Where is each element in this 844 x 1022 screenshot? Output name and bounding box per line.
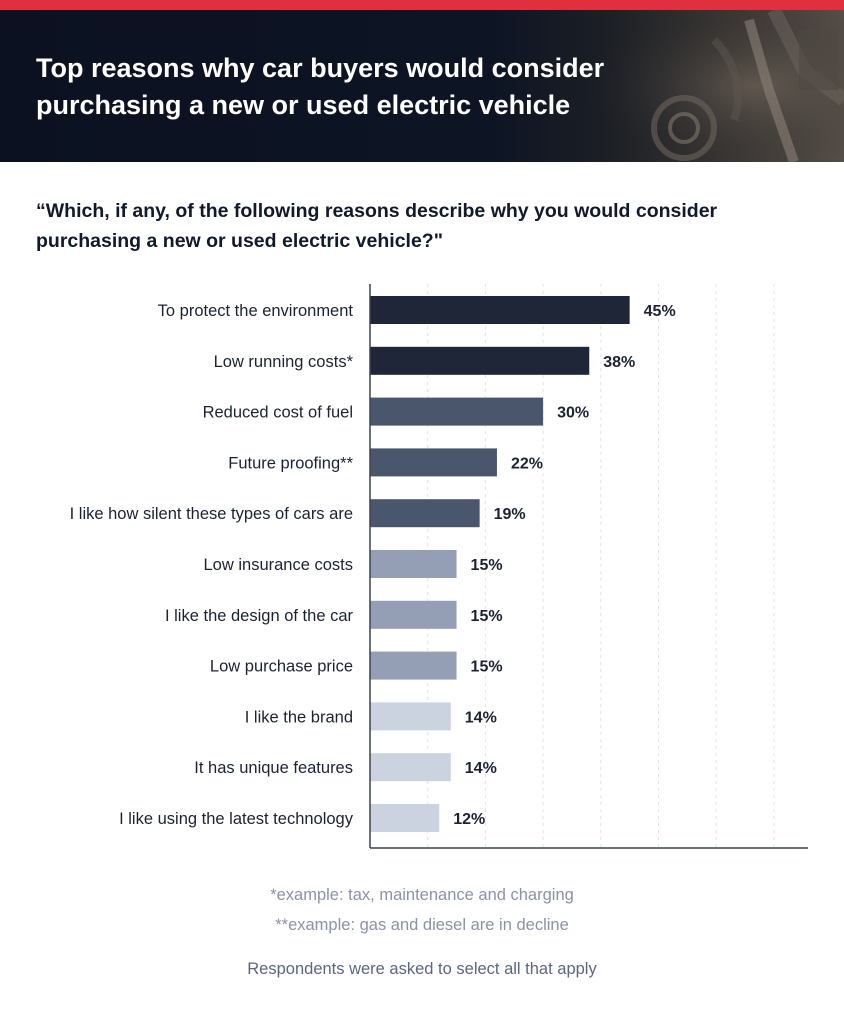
category-label: Low purchase price — [210, 658, 353, 676]
bar — [370, 651, 457, 680]
bar — [370, 550, 457, 578]
footnote-running-costs: *example: tax, maintenance and charging — [270, 886, 574, 904]
bar — [370, 804, 440, 832]
respondents-note: Respondents were asked to select all tha… — [247, 960, 597, 978]
value-label: 15% — [471, 659, 503, 676]
page-title: Top reasons why car buyers would conside… — [36, 53, 605, 120]
value-label: 22% — [511, 455, 543, 472]
footnote-future-proofing: **example: gas and diesel are in decline — [275, 916, 569, 934]
survey-question: “Which, if any, of the following reasons… — [36, 200, 718, 252]
accent-stripe — [0, 0, 844, 10]
value-label: 14% — [465, 760, 497, 777]
bar — [370, 346, 590, 375]
category-label: Low insurance costs — [204, 556, 354, 574]
category-label: It has unique features — [194, 759, 353, 777]
bar — [370, 448, 497, 477]
value-label: 15% — [471, 608, 503, 625]
bar — [370, 397, 544, 426]
bar — [370, 499, 480, 528]
category-label: Low running costs* — [214, 353, 354, 371]
category-label: Future proofing** — [228, 454, 353, 472]
bar-chart: To protect the environment 45% Low running… — [70, 284, 808, 849]
category-label: I like using the latest technology — [119, 810, 354, 828]
bar — [370, 600, 457, 629]
value-label: 12% — [453, 811, 485, 828]
value-label: 15% — [471, 557, 503, 574]
engine-photo-decoration — [544, 10, 844, 162]
header-banner: Top reasons why car buyers would conside… — [0, 10, 844, 162]
category-label: I like the brand — [245, 708, 353, 726]
value-label: 45% — [644, 303, 676, 320]
bar — [370, 296, 630, 324]
value-label: 30% — [557, 405, 589, 422]
category-label: Reduced cost of fuel — [203, 404, 353, 422]
value-label: 38% — [603, 354, 635, 371]
bar — [370, 753, 451, 782]
category-label: To protect the environment — [158, 302, 354, 320]
value-label: 14% — [465, 709, 497, 726]
bar — [370, 702, 451, 731]
category-label: I like how silent these types of cars ar… — [70, 505, 353, 523]
category-label: I like the design of the car — [165, 607, 354, 625]
value-label: 19% — [494, 506, 526, 523]
